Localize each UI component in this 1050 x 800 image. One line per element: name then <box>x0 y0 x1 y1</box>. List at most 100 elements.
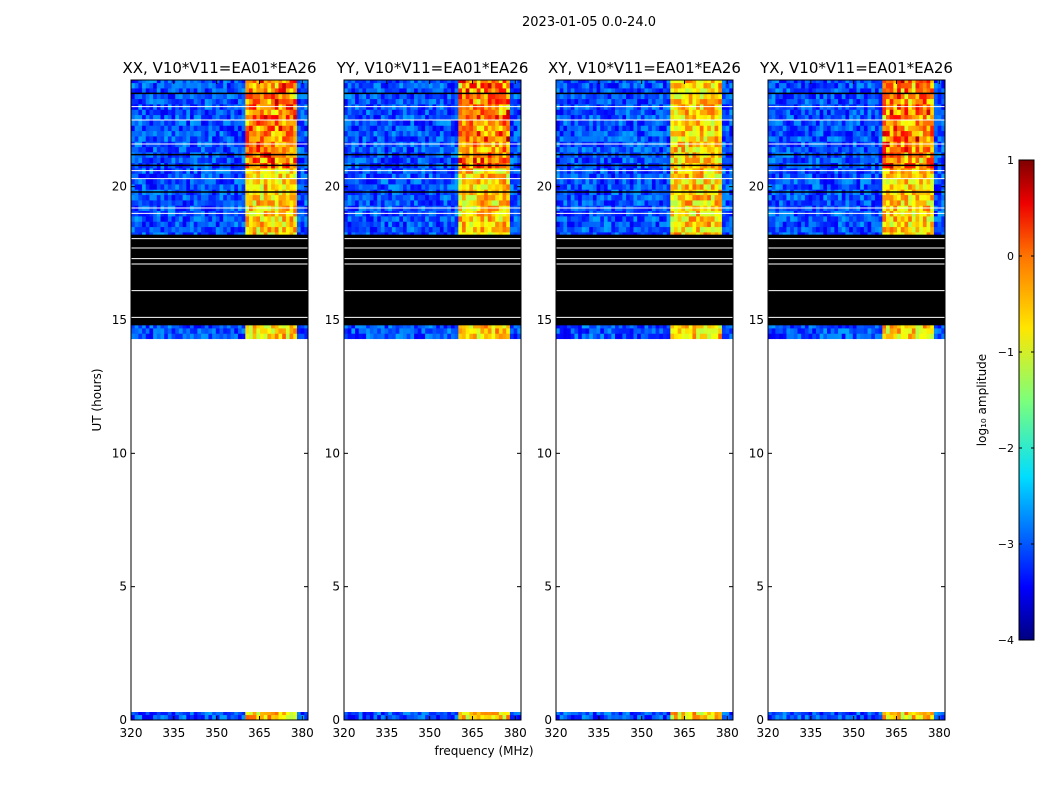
heatmap-cell <box>355 130 360 137</box>
heatmap-cell <box>395 146 400 153</box>
heatmap-cell <box>182 173 187 180</box>
heatmap-cell <box>252 130 257 137</box>
heatmap-cell <box>237 93 243 100</box>
heatmap-cell <box>138 322 143 329</box>
heatmap-cell <box>366 120 371 126</box>
heatmap-cell <box>245 200 250 206</box>
heatmap-cell <box>201 80 206 84</box>
heatmap-cell <box>186 322 191 329</box>
heatmap-cell <box>373 712 378 716</box>
heatmap-cell <box>454 109 459 116</box>
heatmap-cell <box>134 125 139 132</box>
heatmap-cell <box>517 333 522 340</box>
heatmap-cell <box>149 120 154 126</box>
heatmap-cell <box>403 80 408 84</box>
heatmap-cell <box>190 333 195 340</box>
heatmap-cell <box>469 333 474 340</box>
heatmap-cell <box>414 714 419 721</box>
heatmap-cell <box>160 322 165 329</box>
heatmap-cell <box>391 216 397 222</box>
heatmap-cell <box>395 136 400 142</box>
heatmap-cell <box>204 194 209 201</box>
heatmap-cell <box>502 184 507 190</box>
heatmap-cell <box>454 82 459 89</box>
heatmap-cell <box>178 93 184 100</box>
heatmap-cell <box>498 98 503 105</box>
heatmap-cell <box>175 216 180 222</box>
heatmap-cell <box>498 125 503 132</box>
heatmap-cell <box>351 109 356 116</box>
heatmap-cell <box>171 226 176 233</box>
heatmap-cell <box>178 178 184 185</box>
heatmap-cell <box>204 125 209 132</box>
heatmap-cell <box>410 333 415 340</box>
heatmap-cell <box>223 98 228 105</box>
heatmap-cell <box>219 120 224 126</box>
heatmap-cell <box>351 184 356 190</box>
heatmap-cell <box>256 184 261 190</box>
heatmap-cell <box>509 80 515 84</box>
heatmap-cell <box>160 136 165 142</box>
heatmap-cell <box>436 88 441 94</box>
heatmap-cell <box>256 194 261 201</box>
heatmap-cell <box>237 114 243 121</box>
heatmap-cell <box>304 200 309 206</box>
heatmap-cell <box>469 98 474 105</box>
heatmap-cell <box>131 328 136 334</box>
heatmap-cell <box>282 322 287 329</box>
heatmap-cell <box>391 157 397 164</box>
heatmap-cell <box>384 157 389 164</box>
heatmap-cell <box>186 146 191 153</box>
heatmap-cell <box>134 328 139 334</box>
heatmap-cell <box>215 216 220 222</box>
heatmap-cell <box>369 109 374 116</box>
heatmap-cell <box>377 178 382 185</box>
heatmap-cell <box>436 136 441 142</box>
heatmap-cell <box>443 194 448 201</box>
heatmap-cell <box>252 82 257 89</box>
heatmap-cell <box>421 109 426 116</box>
heatmap-cell <box>304 125 309 132</box>
heatmap-cell <box>362 130 367 137</box>
heatmap-cell <box>344 714 349 721</box>
heatmap-cell <box>237 333 243 340</box>
heatmap-cell <box>241 146 246 153</box>
heatmap-cell <box>252 712 257 716</box>
heatmap-cell <box>142 333 147 340</box>
heatmap-cell <box>282 184 287 190</box>
heatmap-cell <box>249 120 254 126</box>
heatmap-cell <box>145 82 150 89</box>
heatmap-cell <box>450 322 456 329</box>
heatmap-cell <box>410 98 415 105</box>
heatmap-cell <box>439 120 444 126</box>
heatmap-cell <box>480 328 485 334</box>
heatmap-cell <box>366 714 371 721</box>
heatmap-cell <box>377 157 382 164</box>
heatmap-cell <box>178 120 184 126</box>
heatmap-cell <box>491 226 496 233</box>
heatmap-cell <box>432 88 437 94</box>
heatmap-cell <box>230 322 235 329</box>
heatmap-cell <box>406 136 411 142</box>
heatmap-cell <box>502 322 507 329</box>
heatmap-cell <box>289 221 294 228</box>
heatmap-cell <box>296 114 302 121</box>
heatmap-cell <box>256 88 261 94</box>
heatmap-cell <box>249 200 254 206</box>
heatmap-cell <box>190 88 195 94</box>
heatmap-cell <box>513 114 518 121</box>
heatmap-cell <box>249 328 254 334</box>
heatmap-cell <box>293 109 298 116</box>
heatmap-cell <box>274 221 279 228</box>
heatmap-cell <box>212 146 217 153</box>
heatmap-cell <box>226 184 231 190</box>
heatmap-cell <box>513 322 518 329</box>
heatmap-cell <box>274 88 279 94</box>
heatmap-cell <box>300 226 305 233</box>
heatmap-cell <box>167 184 172 190</box>
heatmap-cell <box>465 82 470 89</box>
heatmap-cell <box>410 82 415 89</box>
heatmap-cell <box>226 221 231 228</box>
heatmap-cell <box>215 93 220 100</box>
heatmap-cell <box>304 712 309 716</box>
